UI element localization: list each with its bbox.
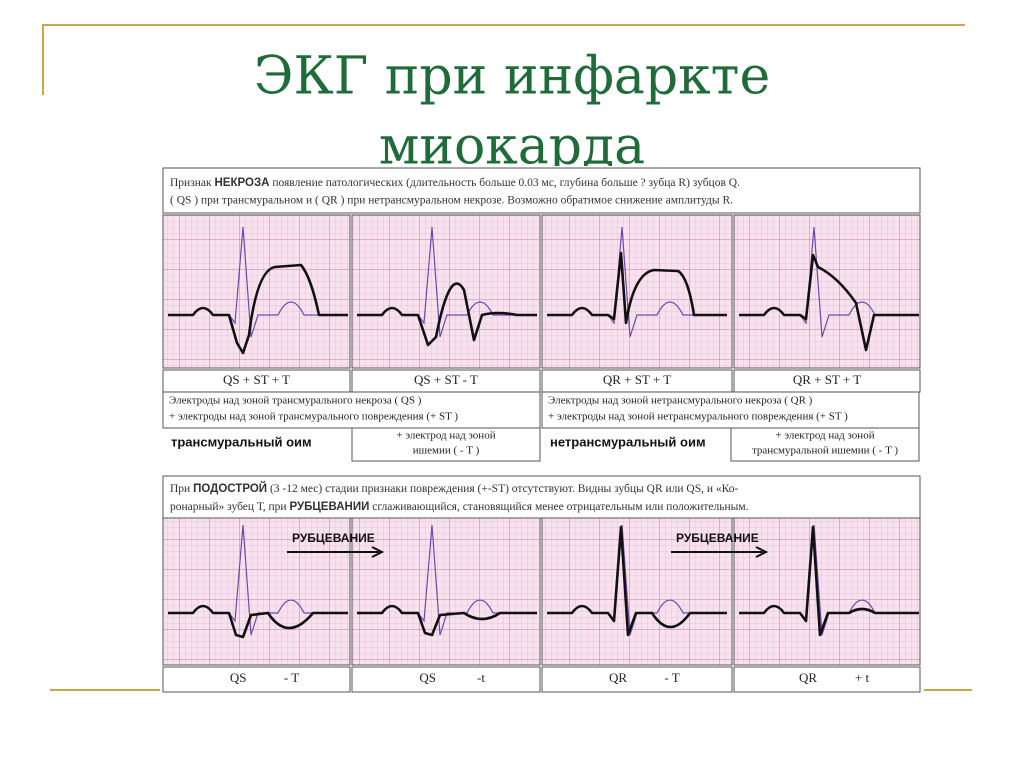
pathological-trace [547,525,727,637]
caption: + электрод над зоной [775,430,874,442]
caption: QR + ST + T [603,372,671,387]
caption: РУБЦЕВАНИЕ [292,531,375,545]
note-part: (3 -12 мес) стадии признаки повреждения … [267,483,738,495]
caption: ишемии ( - T ) [413,445,480,457]
caption: нетрансмуральный оим [550,434,706,449]
note-part: появление патологических (длительность б… [269,177,740,189]
note-part: сглаживающийся, становящийся менее отриц… [369,501,748,513]
caption: ( QS ) при трансмуральном и ( QR ) при н… [170,195,733,207]
caption: трансмуральной ишемии ( - T ) [752,445,898,457]
note-part: НЕКРОЗА [214,177,269,189]
caption: Электроды над зоной трансмурального некр… [169,395,422,407]
ecg-grid-lines [733,517,921,666]
ecg-grid-lines [162,517,351,666]
ecg-trace-group [168,226,348,355]
note-part: Признак [170,177,214,189]
box [162,666,351,693]
caption: QR [609,670,627,685]
caption: QS + ST + T [223,372,290,387]
ecg-grid-lines [541,517,733,666]
arrow [287,546,385,558]
box [162,167,921,214]
note-part: При [170,483,193,495]
pathological-trace [547,251,727,325]
caption: - T [284,670,299,685]
caption: Электроды над зоной нетрансмурального не… [548,395,813,407]
ecg-trace-group [357,524,537,637]
note-line: Признак НЕКРОЗА появление патологических… [170,177,740,189]
box [162,475,921,519]
ecg-grid-lines [351,214,541,369]
note-line: При ПОДОСТРОЙ (3 -12 мес) стадии признак… [170,482,738,495]
ecg-trace-group [357,226,537,347]
note-part: ронарный» зубец Т, при [170,501,289,513]
pathological-trace [739,253,919,352]
caption: РУБЦЕВАНИЕ [676,531,759,545]
box [733,666,921,693]
box [730,427,920,462]
note-line: ронарный» зубец Т, при РУБЦЕВАНИИ сглажи… [170,501,749,513]
ecg-grid-lines [541,214,733,369]
caption: - T [664,670,679,685]
ecg-grid-lines [351,517,541,666]
pathological-trace [357,604,537,637]
caption: + t [855,670,870,685]
caption: + электроды над зоной трансмурального по… [169,411,458,423]
arrow [671,546,769,558]
caption: -t [477,670,485,685]
ecg-trace-group [547,226,727,338]
pathological-trace [357,282,537,347]
ecg-trace-group [168,524,348,639]
caption: + электрод над зоной [396,430,495,442]
pathological-trace [739,525,919,637]
caption: трансмуральный оим [171,434,312,449]
ecg-trace-group [739,226,919,352]
note-part: ПОДОСТРОЙ [193,482,267,495]
caption: QR [799,670,817,685]
box [351,427,541,462]
ecg-trace-group [547,524,727,637]
pathological-trace [168,604,348,639]
caption: QR + ST + T [793,372,861,387]
caption: QS + ST - T [414,372,478,387]
title-line: ЭКГ при инфаркте [254,47,770,107]
caption: QS [419,670,436,685]
ecg-grid-lines [733,214,921,369]
ecg-trace-group [739,524,919,637]
caption: + электроды над зоной нетрансмурального … [548,411,848,423]
note-part: РУБЦЕВАНИИ [289,501,369,513]
pathological-trace [168,263,348,355]
box [541,666,733,693]
caption: QS [230,670,247,685]
box [351,666,541,693]
